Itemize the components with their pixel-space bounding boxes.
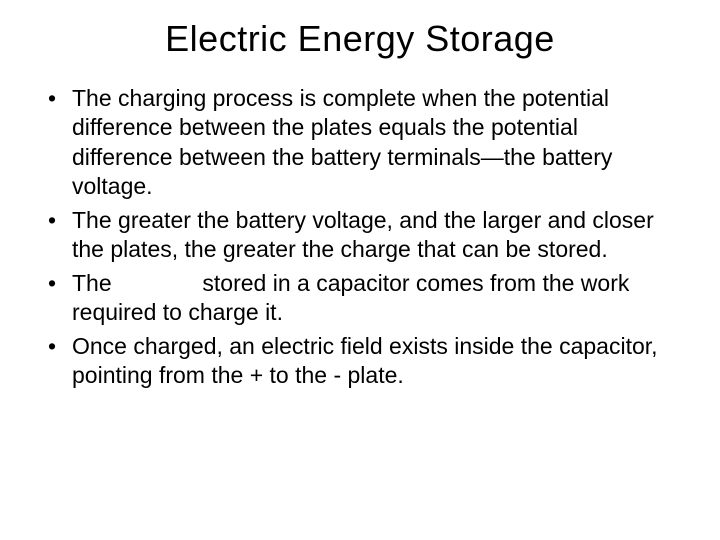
list-item: Once charged, an electric field exists i… [48,332,680,391]
bullet-text-pre: The [72,270,118,296]
list-item: The stored in a capacitor comes from the… [48,269,680,328]
bullet-text: Once charged, an electric field exists i… [72,333,658,388]
list-item: The charging process is complete when th… [48,84,680,202]
list-item: The greater the battery voltage, and the… [48,206,680,265]
bullet-text: The greater the battery voltage, and the… [72,207,654,262]
bullet-text: The charging process is complete when th… [72,85,612,199]
bullet-list: The charging process is complete when th… [40,84,680,390]
bullet-text-post: stored in a capacitor comes from the wor… [72,270,629,325]
slide-title: Electric Energy Storage [40,18,680,60]
